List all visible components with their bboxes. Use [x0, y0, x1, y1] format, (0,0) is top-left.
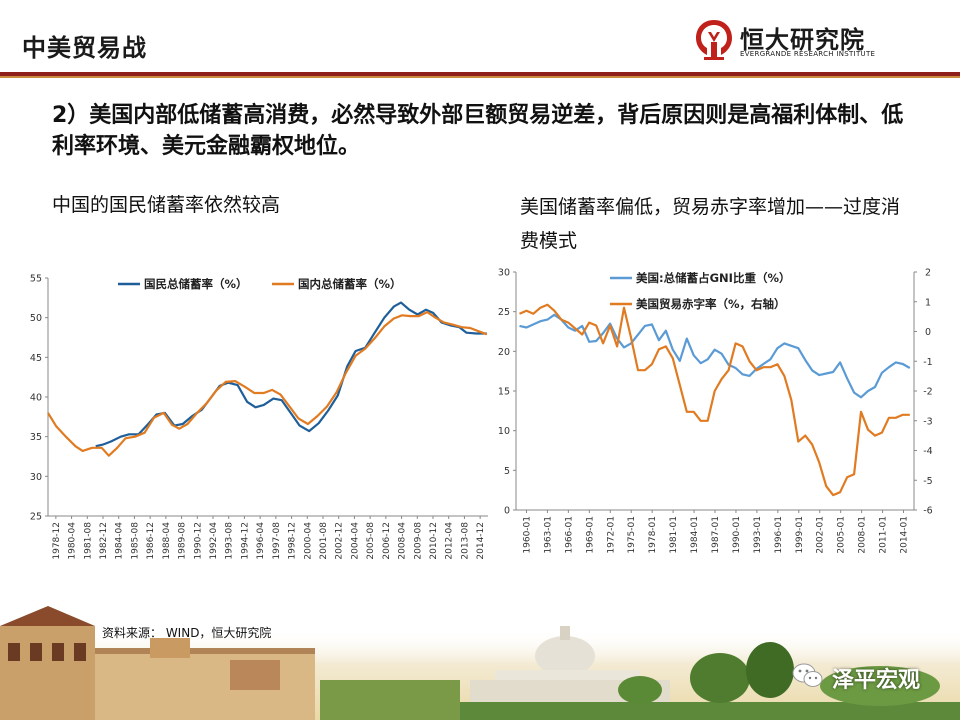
x-tick-label: 1963-01 — [543, 516, 553, 554]
x-tick-label: 1994-12 — [240, 522, 250, 560]
y-tick-label: 15 — [498, 387, 510, 398]
evergrande-logo-icon — [696, 20, 732, 60]
logo-text: 恒大研究院 — [740, 26, 865, 54]
x-tick-label: 2012-04 — [445, 522, 455, 560]
x-tick-label: 1986-12 — [146, 522, 156, 560]
us-savings-trade-chart: 0 5 10 15 20 25 30 -6 -5 -4 -3 -2 -1 0 1 2 1960-01 1963-0… — [498, 268, 933, 554]
x-tick-label: 1978-01 — [648, 516, 658, 554]
x-tick-label: 2009-08 — [413, 522, 423, 560]
header-divider — [0, 72, 960, 76]
logo: 恒大研究院 EVERGRANDE RESEARCH INSTITUTE — [694, 18, 884, 64]
y-right-tick-label: -1 — [923, 357, 932, 368]
x-tick-label: 1993-08 — [225, 522, 235, 560]
y-right-tick-label: -4 — [923, 446, 932, 457]
watermark-text: 泽平宏观 — [832, 668, 921, 693]
x-tick-label: 2005-08 — [366, 522, 376, 560]
series-line-1 — [519, 303, 910, 497]
header-divider-accent — [0, 76, 960, 78]
x-tick-label: 2014-12 — [476, 522, 486, 560]
x-tick-label: 1966-01 — [564, 516, 574, 554]
y-tick-label: 45 — [30, 353, 42, 364]
x-tick-label: 2006-12 — [382, 522, 392, 560]
y-right-tick-label: 1 — [925, 297, 931, 308]
x-tick-label: 2004-04 — [350, 522, 360, 560]
y-right-tick-label: -3 — [923, 416, 932, 427]
y-tick-label: 40 — [30, 393, 42, 404]
legend-label-0: 美国:总储蓄占GNI比重（%） — [636, 271, 790, 285]
y-tick-label: 30 — [498, 268, 510, 279]
x-tick-label: 1993-01 — [753, 516, 763, 554]
series-line-1 — [47, 311, 488, 457]
x-tick-label: 1981-01 — [669, 516, 679, 554]
wechat-icon — [792, 663, 823, 687]
x-tick-label: 1998-12 — [288, 522, 298, 560]
y-tick-label: 25 — [30, 512, 42, 523]
x-tick-label: 2010-12 — [429, 522, 439, 560]
x-tick-label: 1982-12 — [99, 522, 109, 560]
source-note: 资料来源： WIND，恒大研究院 — [102, 626, 272, 640]
x-tick-label: 1972-01 — [606, 516, 616, 554]
y-tick-label: 25 — [498, 307, 510, 318]
wechat-watermark: 泽平宏观 — [792, 662, 942, 693]
x-tick-label: 1984-04 — [115, 522, 125, 560]
y-right-tick-label: -5 — [923, 476, 932, 487]
x-tick-label: 1990-12 — [193, 522, 203, 560]
x-tick-label: 1996-01 — [774, 516, 784, 554]
y-right-tick-label: -2 — [923, 387, 932, 398]
china-savings-chart: 25 30 35 40 45 50 55 1978-12 1980-04 1981-08 1982-… — [30, 274, 488, 560]
legend-label-1: 美国贸易赤字率（%，右轴） — [636, 297, 786, 311]
x-tick-label: 1985-08 — [130, 522, 140, 560]
y-tick-label: 10 — [498, 426, 510, 437]
legend-label-1: 国内总储蓄率（%） — [298, 277, 402, 291]
x-tick-label: 1992-04 — [209, 522, 219, 560]
y-tick-label: 50 — [30, 313, 42, 324]
x-tick-label: 1990-01 — [732, 516, 742, 554]
y-tick-label: 30 — [30, 472, 42, 483]
y-tick-label: 20 — [498, 347, 510, 358]
x-tick-label: 2001-08 — [319, 522, 329, 560]
x-tick-label: 1969-01 — [585, 516, 595, 554]
x-tick-label: 1984-01 — [690, 516, 700, 554]
legend-label-0: 国民总储蓄率（%） — [144, 277, 248, 291]
y-right-tick-label: -6 — [923, 506, 932, 517]
y-tick-label: 0 — [504, 506, 510, 517]
x-tick-label: 1960-01 — [522, 516, 532, 554]
x-tick-label: 2002-01 — [816, 516, 826, 554]
x-tick-label: 2005-01 — [837, 516, 847, 554]
x-tick-label: 1988-04 — [162, 522, 172, 560]
x-tick-label: 2008-01 — [858, 516, 868, 554]
y-tick-label: 5 — [504, 466, 510, 477]
x-tick-label: 1997-08 — [272, 522, 282, 560]
x-tick-label: 2002-12 — [335, 522, 345, 560]
x-tick-label: 1978-12 — [52, 522, 62, 560]
y-right-tick-label: 0 — [925, 327, 931, 338]
x-tick-label: 2008-04 — [398, 522, 408, 560]
x-tick-label: 1987-01 — [711, 516, 721, 554]
x-tick-label: 1975-01 — [627, 516, 637, 554]
y-tick-label: 55 — [30, 274, 42, 285]
series-line-0 — [519, 313, 911, 399]
y-right-tick-label: 2 — [925, 268, 931, 279]
footer-building-banner — [0, 606, 960, 720]
x-tick-label: 1989-08 — [178, 522, 188, 560]
x-tick-label: 1996-04 — [256, 522, 266, 560]
x-tick-label: 2000-04 — [303, 522, 313, 560]
x-tick-label: 2013-08 — [460, 522, 470, 560]
x-tick-label: 1981-08 — [83, 522, 93, 560]
y-tick-label: 35 — [30, 432, 42, 443]
left-chart-subtitle: 中国的国民储蓄率依然较高 — [52, 194, 281, 216]
right-chart-subtitle: 美国储蓄率偏低，贸易赤字率增加——过度消费模式 — [520, 196, 901, 252]
logo-subtitle: EVERGRANDE RESEARCH INSTITUTE — [740, 50, 876, 58]
series-line-0 — [95, 301, 487, 448]
headline: 2）美国内部低储蓄高消费，必然导致外部巨额贸易逆差，背后原因则是高福利体制、低利… — [52, 103, 904, 159]
x-tick-label: 1999-01 — [795, 516, 805, 554]
x-tick-label: 2011-01 — [879, 516, 889, 554]
page-title: 中美贸易战 — [22, 34, 147, 62]
x-tick-label: 1980-04 — [68, 522, 78, 560]
x-tick-label: 2014-01 — [900, 516, 910, 554]
